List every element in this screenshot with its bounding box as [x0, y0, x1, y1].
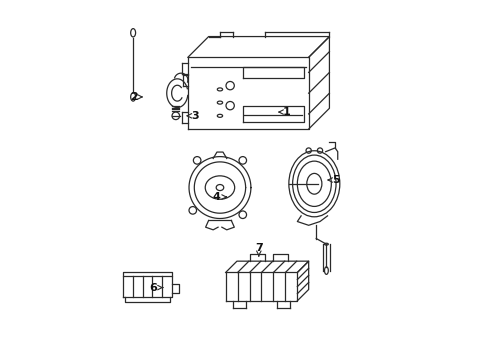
Text: 7: 7 — [254, 243, 262, 256]
Text: 5: 5 — [327, 175, 339, 185]
Text: 6: 6 — [149, 283, 163, 293]
Text: 1: 1 — [278, 107, 290, 117]
Text: 4: 4 — [212, 192, 226, 202]
Text: 3: 3 — [187, 111, 198, 121]
Text: 2: 2 — [130, 92, 142, 102]
